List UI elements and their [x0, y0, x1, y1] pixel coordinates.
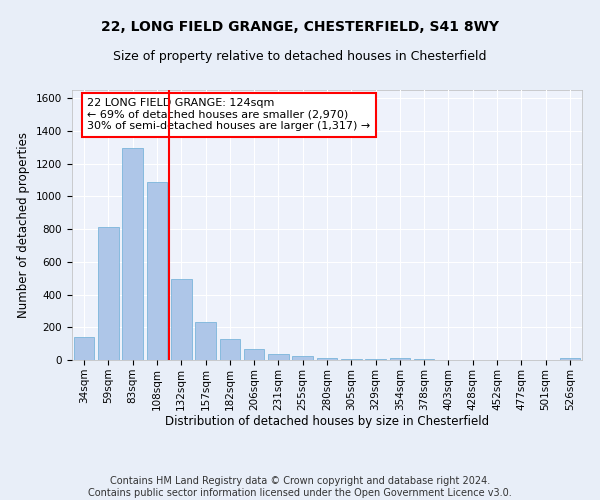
Bar	[74, 337, 94, 360]
Text: 22 LONG FIELD GRANGE: 124sqm
← 69% of detached houses are smaller (2,970)
30% of: 22 LONG FIELD GRANGE: 124sqm ← 69% of de…	[88, 98, 371, 132]
Bar	[414, 359, 434, 360]
Bar	[171, 279, 191, 360]
X-axis label: Distribution of detached houses by size in Chesterfield: Distribution of detached houses by size …	[165, 416, 489, 428]
Text: Size of property relative to detached houses in Chesterfield: Size of property relative to detached ho…	[113, 50, 487, 63]
Bar	[292, 356, 313, 360]
Bar	[146, 182, 167, 360]
Bar	[365, 359, 386, 360]
Text: Contains HM Land Registry data © Crown copyright and database right 2024.
Contai: Contains HM Land Registry data © Crown c…	[88, 476, 512, 498]
Bar	[317, 358, 337, 360]
Bar	[220, 338, 240, 360]
Bar	[98, 226, 119, 360]
Bar	[195, 322, 216, 360]
Bar	[244, 350, 265, 360]
Bar	[389, 358, 410, 360]
Bar	[268, 354, 289, 360]
Bar	[122, 148, 143, 360]
Bar	[560, 358, 580, 360]
Bar	[341, 359, 362, 360]
Y-axis label: Number of detached properties: Number of detached properties	[17, 132, 31, 318]
Text: 22, LONG FIELD GRANGE, CHESTERFIELD, S41 8WY: 22, LONG FIELD GRANGE, CHESTERFIELD, S41…	[101, 20, 499, 34]
